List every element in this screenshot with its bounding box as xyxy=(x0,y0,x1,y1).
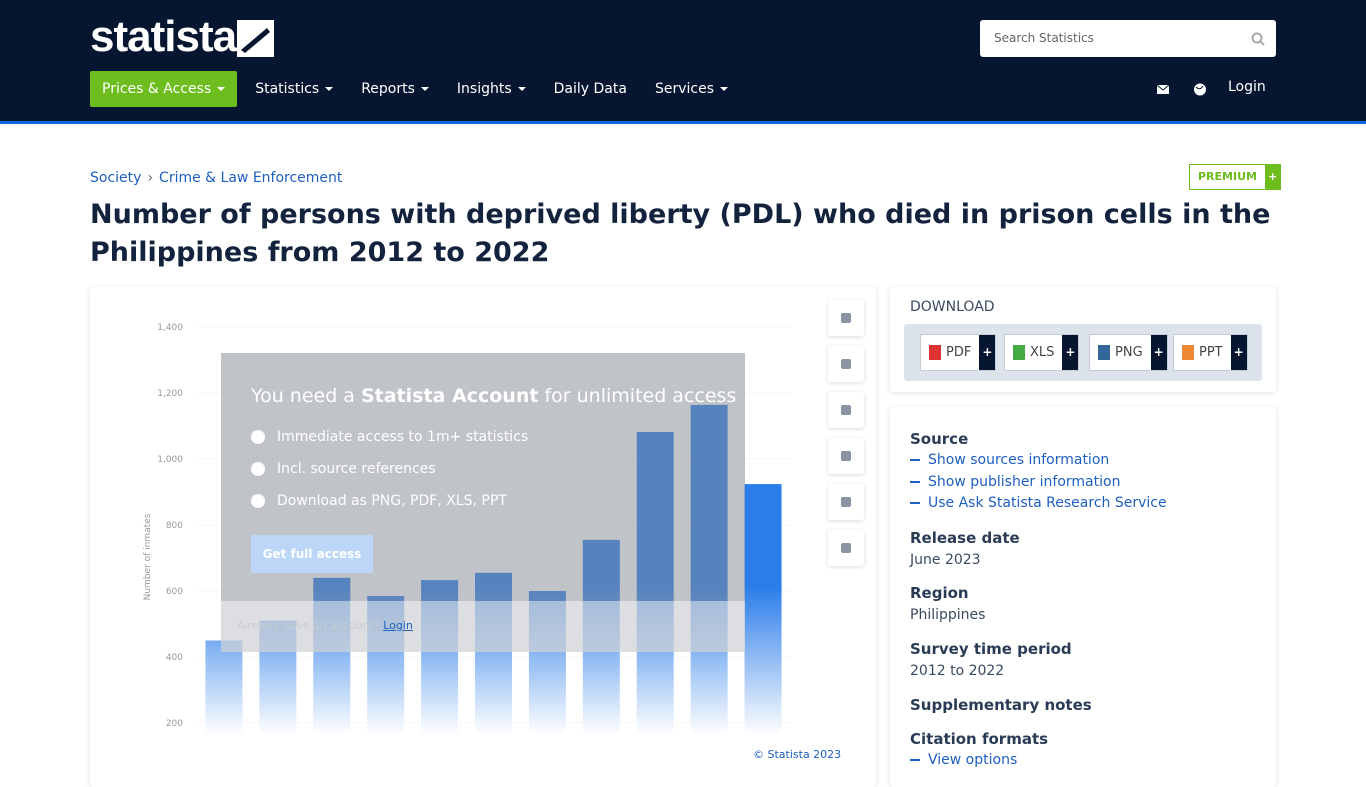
login-link[interactable]: Login xyxy=(1228,79,1266,95)
download-button[interactable]: PDF + xyxy=(920,334,997,371)
bar xyxy=(205,640,243,768)
nav-item[interactable]: Statistics xyxy=(241,71,347,107)
logo[interactable]: statista xyxy=(90,12,237,61)
search-input[interactable]: Search Statistics xyxy=(980,20,1276,57)
download-box: PDF + XLS + PNG + PPT + xyxy=(904,324,1262,381)
nav: Prices & Access Statistics Reports Insig… xyxy=(90,71,742,107)
nav-item[interactable]: Services xyxy=(641,71,742,107)
y-tick-label: 1,200 xyxy=(157,389,183,399)
nav-item[interactable]: Daily Data xyxy=(553,81,627,97)
format-label: PNG xyxy=(1115,345,1143,360)
overlay-footer xyxy=(221,601,745,652)
plus: + xyxy=(1150,335,1167,370)
heading-text: for unlimited access xyxy=(538,385,737,407)
download-button[interactable]: PNG + xyxy=(1089,334,1168,371)
breadcrumb-link[interactable]: Crime & Law Enforcement xyxy=(159,170,343,186)
heading-bold: Statista Account xyxy=(361,385,539,407)
download-title: DOWNLOAD xyxy=(910,299,995,315)
y-tick-label: 400 xyxy=(166,653,183,663)
paywall-heading: You need a Statista Account for unlimite… xyxy=(251,385,745,407)
alert-button[interactable] xyxy=(828,346,864,382)
y-tick-label: 600 xyxy=(166,587,183,597)
chart-credit[interactable]: © Statista 2023 xyxy=(753,748,842,761)
y-tick-label: 200 xyxy=(166,719,183,729)
detail-label: Source xyxy=(910,430,969,448)
details-card: Source Show sources information Show pub… xyxy=(890,407,1276,787)
premium-label: PREMIUM xyxy=(1198,170,1257,183)
download-card: DOWNLOAD PDF + XLS + PNG + PPT + xyxy=(890,287,1276,392)
search-icon[interactable] xyxy=(1251,32,1265,46)
breadcrumb-link[interactable]: Society xyxy=(90,170,142,186)
plus: + xyxy=(979,335,996,370)
y-tick-label: 800 xyxy=(166,521,183,531)
full-access-button[interactable]: Get full access xyxy=(251,535,373,573)
bullet: Incl. source references xyxy=(251,453,745,485)
detail-label: Region xyxy=(910,584,969,602)
plus: + xyxy=(1062,335,1079,370)
y-tick-label: 1,400 xyxy=(157,323,183,333)
nav-item[interactable]: Insights xyxy=(443,71,540,107)
detail-value: 2012 to 2022 xyxy=(910,663,1005,679)
nav-item[interactable]: Reports xyxy=(347,71,443,107)
download-button[interactable]: PPT + xyxy=(1173,334,1248,371)
detail-link[interactable]: Show sources information xyxy=(910,452,1109,468)
detail-link[interactable]: Use Ask Statista Research Service xyxy=(910,495,1167,511)
account-prompt: Already have an account? Login xyxy=(237,619,413,632)
logo-icon xyxy=(237,20,274,57)
share-button[interactable] xyxy=(828,438,864,474)
overlay-login[interactable]: Login xyxy=(383,619,413,632)
y-axis-label: Number of inmates xyxy=(143,513,153,600)
premium-plus: + xyxy=(1264,165,1281,189)
detail-value: June 2023 xyxy=(910,552,981,568)
page-title: Number of persons with deprived liberty … xyxy=(90,199,1271,268)
paywall-overlay: You need a Statista Account for unlimite… xyxy=(221,353,745,652)
detail-link[interactable]: Show publisher information xyxy=(910,474,1120,490)
detail-label: Supplementary notes xyxy=(910,696,1092,714)
bullet: Immediate access to 1m+ statistics xyxy=(251,421,745,453)
detail-value: Philippines xyxy=(910,607,986,623)
detail-label: Survey time period xyxy=(910,640,1072,658)
bar xyxy=(744,484,782,768)
y-tick-label: 1,000 xyxy=(157,455,183,465)
detail-link[interactable]: View options xyxy=(910,752,1017,768)
plus: + xyxy=(1230,335,1247,370)
download-button[interactable]: XLS + xyxy=(1004,334,1080,371)
settings-button[interactable] xyxy=(828,392,864,428)
print-button[interactable] xyxy=(828,530,864,566)
detail-label: Release date xyxy=(910,529,1020,547)
bullet: Download as PNG, PDF, XLS, PPT xyxy=(251,485,745,517)
cite-button[interactable] xyxy=(828,484,864,520)
breadcrumb: Society › Crime & Law Enforcement xyxy=(90,170,343,186)
page: statista Search Statistics Prices & Acce… xyxy=(0,0,1366,768)
heading-text: You need a xyxy=(251,385,361,407)
account-question: Already have an account? xyxy=(237,619,380,632)
nav-item[interactable]: Prices & Access xyxy=(90,71,238,107)
favorite-button[interactable] xyxy=(828,300,864,336)
format-label: PPT xyxy=(1199,345,1223,360)
premium-badge[interactable]: PREMIUM + xyxy=(1189,164,1282,190)
bullet-list: Immediate access to 1m+ statistics Incl.… xyxy=(251,421,745,517)
detail-label: Citation formats xyxy=(910,730,1049,748)
header-icons[interactable] xyxy=(1157,83,1207,96)
format-label: PDF xyxy=(946,345,972,360)
format-label: XLS xyxy=(1030,345,1055,360)
